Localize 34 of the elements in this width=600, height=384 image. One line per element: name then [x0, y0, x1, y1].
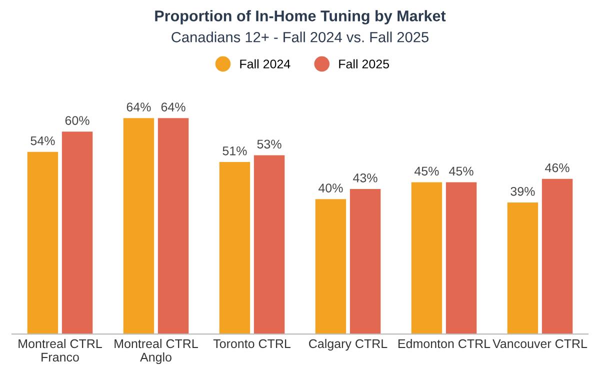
data-label: 51% — [222, 146, 247, 156]
bar — [27, 152, 58, 334]
data-label: 45% — [414, 166, 439, 176]
bar — [315, 199, 346, 334]
data-label: 40% — [318, 184, 343, 192]
data-label: 54% — [30, 136, 55, 146]
data-label: 46% — [545, 163, 570, 172]
data-label: 64% — [126, 102, 151, 112]
x-tick-label: Vancouver CTRL — [492, 339, 588, 348]
bar — [542, 178, 573, 334]
x-tick-label: Edmonton CTRL — [398, 338, 490, 348]
data-label: 60% — [65, 116, 90, 125]
x-tick-label: Calgary CTRL — [309, 338, 388, 351]
data-label: 53% — [257, 140, 282, 149]
data-label: 64% — [161, 102, 186, 112]
chart-title: Proportion of In-Home Tuning by Market — [155, 10, 446, 24]
bar — [254, 155, 285, 334]
x-tick-label: Montreal CTRL Franco — [18, 338, 102, 362]
bar — [507, 202, 538, 334]
bar — [350, 188, 381, 334]
chart-subtitle: Canadians 12+ - Fall 2024 vs. Fall 2025 — [172, 32, 428, 42]
data-label: 43% — [353, 173, 378, 182]
x-tick-label: Toronto CTRL — [213, 339, 290, 348]
x-tick-label: Montreal CTRL Anglo — [114, 338, 198, 364]
legend-label: Fall 2024 — [240, 59, 290, 68]
bar — [62, 132, 93, 334]
bar — [158, 118, 189, 334]
data-label: 39% — [510, 186, 535, 196]
bar — [123, 118, 154, 334]
bar — [446, 182, 477, 334]
bar — [219, 162, 250, 334]
legend-label: Fall 2025 — [339, 59, 390, 68]
bar — [411, 182, 442, 334]
data-label: 45% — [449, 166, 474, 176]
